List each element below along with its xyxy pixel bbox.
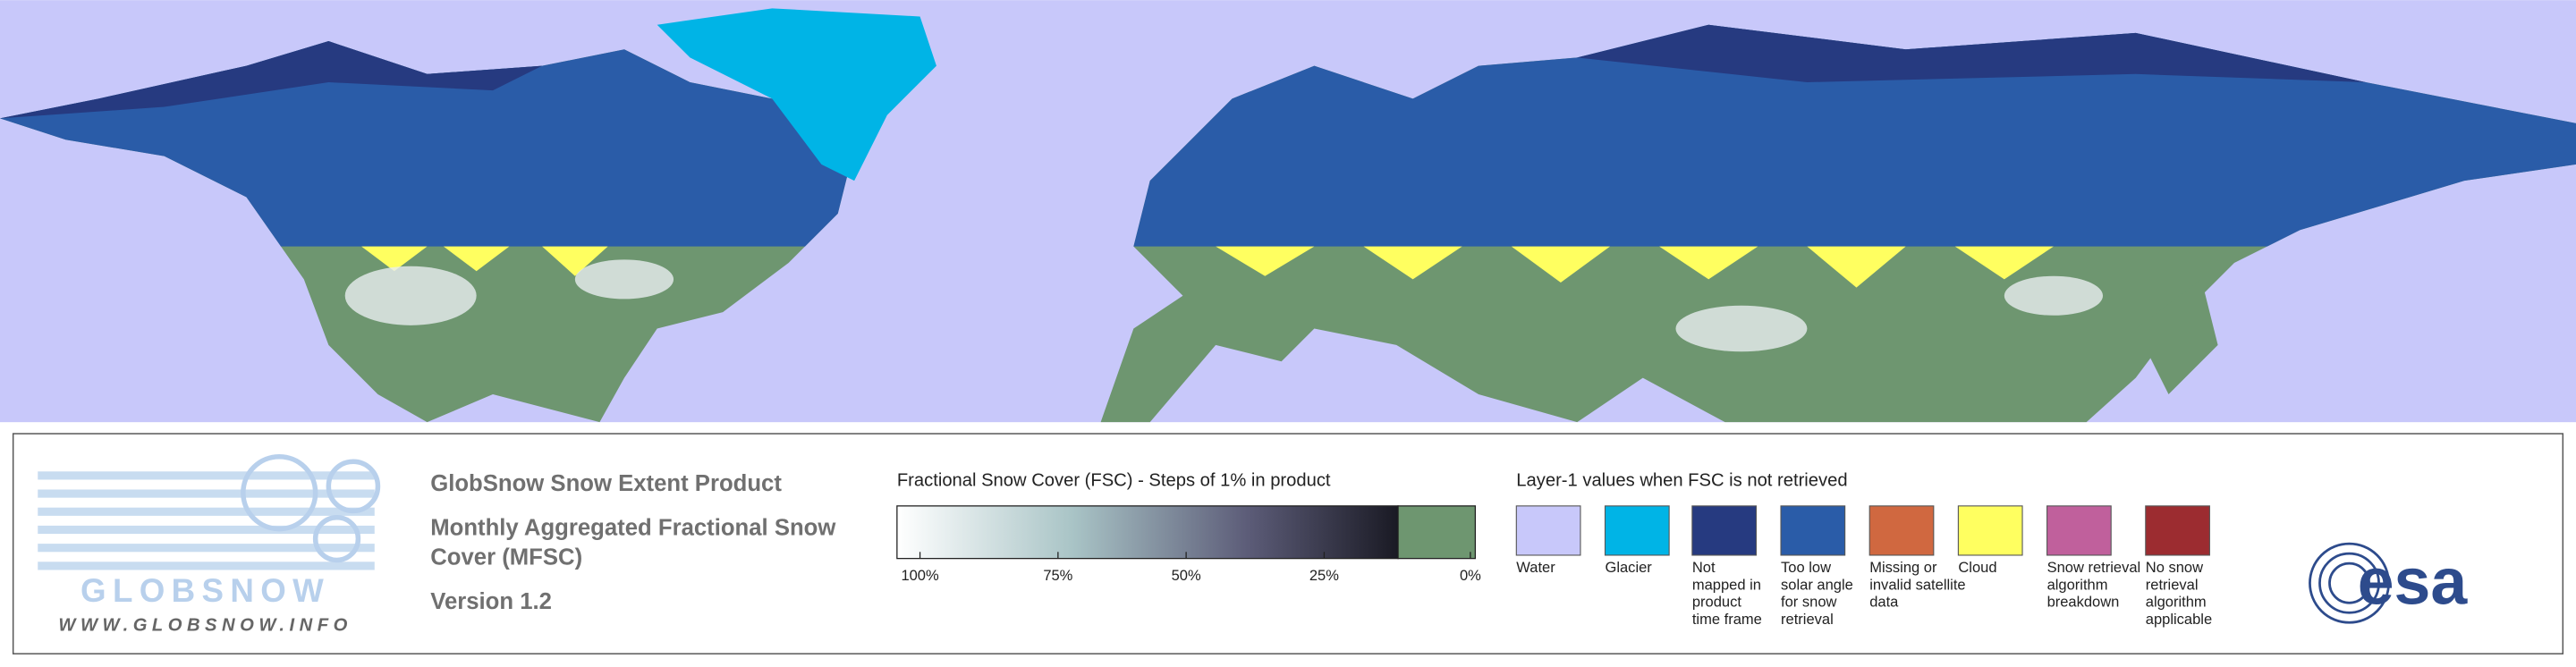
legend-swatch <box>1691 505 1758 556</box>
unmapped-zone <box>0 41 543 119</box>
product-subtitle: Monthly Aggregated Fractional Snow <box>430 515 836 540</box>
legend-label: retrieval <box>2146 576 2199 593</box>
legend-label: No snow <box>2146 559 2203 576</box>
cloud-band <box>361 246 2054 288</box>
legend-label: Cloud <box>1958 559 1996 576</box>
logo-flakes <box>241 453 381 563</box>
legend-label: Missing or <box>1869 559 1937 576</box>
legend-swatch <box>1515 505 1581 556</box>
colorbar-tick-label: 0% <box>1460 567 1481 584</box>
legend-label: invalid satellite <box>1869 576 1965 593</box>
legend-label: Snow retrieval <box>2047 559 2141 576</box>
colorbar-title: Fractional Snow Cover (FSC) - Steps of 1… <box>897 471 1331 491</box>
legend-label: retrieval <box>1781 611 1834 628</box>
colorbar-tick-label: 25% <box>1309 567 1339 584</box>
legend-swatch <box>1780 505 1846 556</box>
snow-patches <box>344 259 2104 352</box>
logo-stripes <box>38 471 375 570</box>
legend-label: breakdown <box>2047 594 2120 611</box>
colorbar-tick-label: 100% <box>901 567 939 584</box>
legend-label: Too low <box>1781 559 1831 576</box>
product-subtitle: Cover (MFSC) <box>430 545 582 570</box>
legend-label: Not <box>1692 559 1716 576</box>
legend-label: time frame <box>1692 611 1762 628</box>
logo-name: GLOBSNOW <box>80 572 330 609</box>
legend-title: Layer-1 values when FSC is not retrieved <box>1516 471 1847 491</box>
legend-swatch <box>1868 505 1935 556</box>
product-version: Version 1.2 <box>430 589 552 614</box>
product-title: GlobSnow Snow Extent Product <box>430 471 782 496</box>
legend-label: algorithm <box>2146 594 2207 611</box>
legend-label: Water <box>1516 559 1555 576</box>
greenland-glacier <box>657 8 936 182</box>
colorbar-tick-label: 75% <box>1043 567 1072 584</box>
logo-url: WWW.GLOBSNOW.INFO <box>58 615 352 635</box>
legend-swatch <box>1604 505 1670 556</box>
legend-label: solar angle <box>1781 576 1853 593</box>
legend-label: for snow <box>1781 594 1836 611</box>
legend-label: data <box>1869 594 1899 611</box>
colorbar-no-snow <box>1397 505 1477 560</box>
legend-swatch <box>2046 505 2112 556</box>
legend-label: algorithm <box>2047 576 2108 593</box>
legend-swatch <box>1957 505 2023 556</box>
legend-label: product <box>1692 594 1741 611</box>
legend-label: mapped in <box>1692 576 1761 593</box>
legend-swatch <box>2145 505 2210 556</box>
legend-label: Glacier <box>1605 559 1652 576</box>
esa-logo: esa <box>2309 542 2469 624</box>
legend-label: applicable <box>2146 611 2212 628</box>
agency-name: esa <box>2358 544 2469 618</box>
unmapped-zone <box>1577 24 2366 82</box>
colorbar-gradient <box>896 505 1399 560</box>
colorbar-tick-label: 50% <box>1172 567 1201 584</box>
